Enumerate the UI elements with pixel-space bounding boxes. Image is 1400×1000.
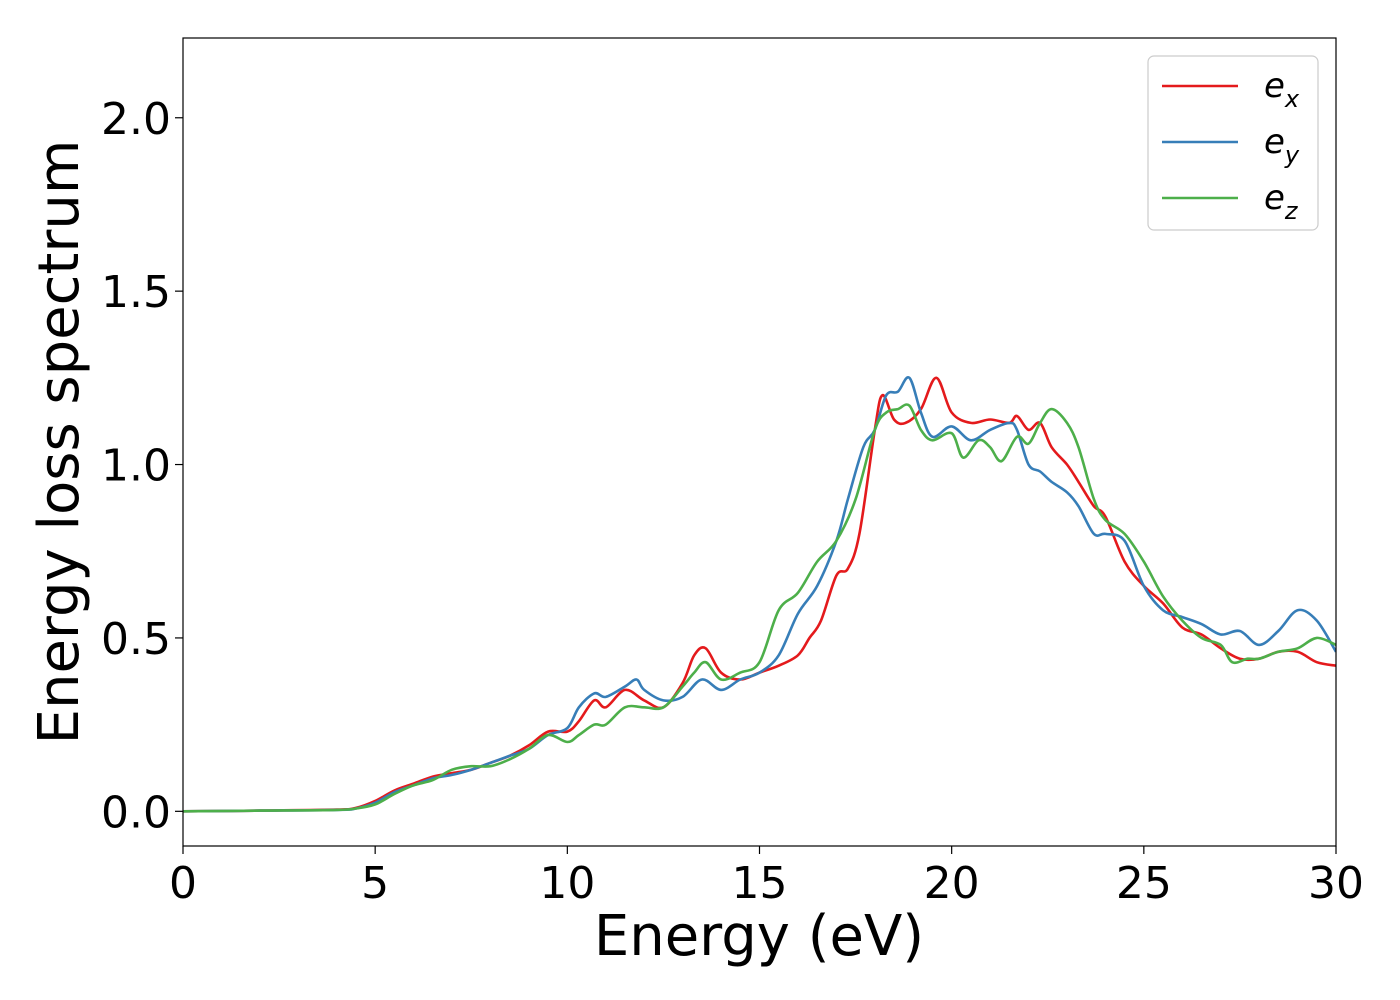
y-tick-label: 0.5 [101, 614, 171, 665]
y-tick-label: 0.0 [101, 787, 171, 838]
y-tick-label: 1.0 [101, 441, 171, 492]
x-tick-label: 5 [361, 858, 389, 909]
legend-label: ex [1264, 66, 1300, 113]
x-tick-label: 30 [1308, 858, 1364, 909]
x-axis-label: Energy (eV) [594, 904, 924, 969]
plot-area [183, 38, 1336, 846]
x-tick-label: 25 [1116, 858, 1172, 909]
y-axis-label: Energy loss spectrum [27, 140, 92, 745]
legend-label: ey [1264, 122, 1300, 169]
x-axis: 0 5 10 15 20 25 30 [169, 846, 1364, 909]
legend: ex ey ez [1147, 55, 1319, 231]
y-tick-label: 2.0 [101, 94, 171, 145]
x-tick-label: 0 [169, 858, 197, 909]
x-tick-label: 20 [924, 858, 980, 909]
legend-label: ez [1264, 178, 1299, 225]
series-line-3 [183, 403, 1336, 813]
y-axis: 0.0 0.5 1.0 1.5 2.0 [101, 94, 183, 838]
series-line-2 [183, 376, 1336, 813]
x-tick-label: 10 [539, 858, 595, 909]
y-tick-label: 1.5 [101, 267, 171, 318]
x-tick-label: 15 [732, 858, 788, 909]
series-layer [183, 376, 1336, 813]
